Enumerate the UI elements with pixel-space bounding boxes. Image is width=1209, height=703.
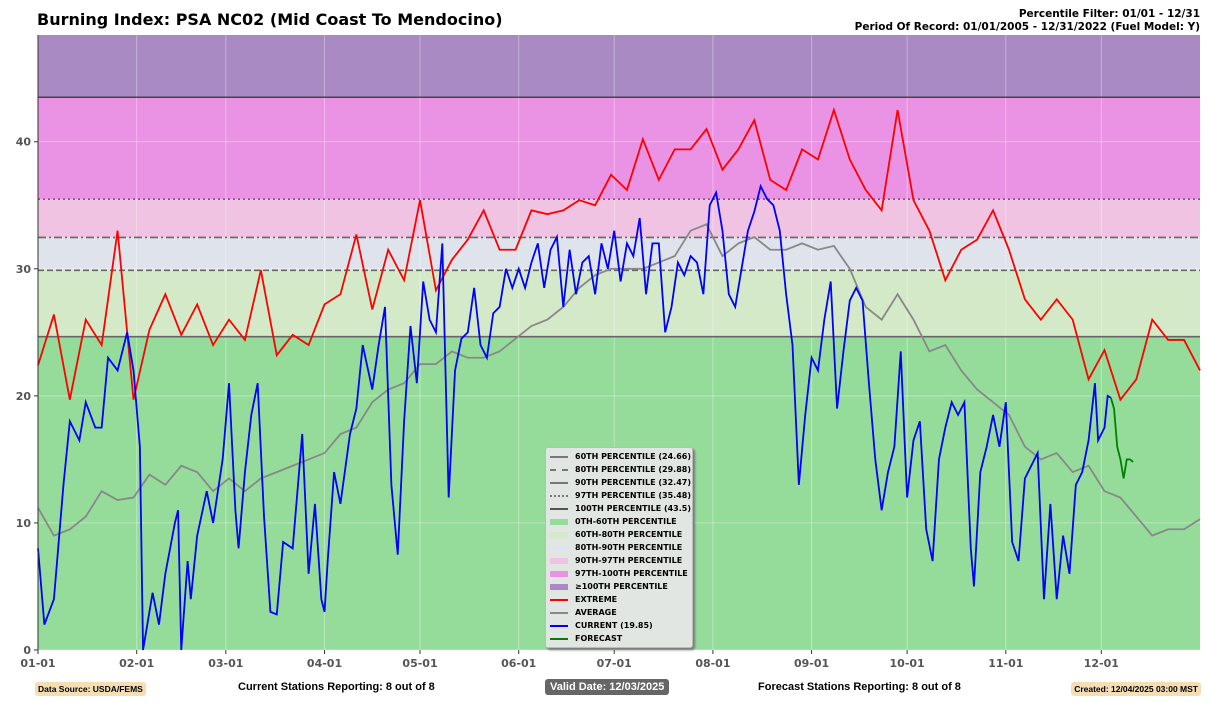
legend-label: FORECAST xyxy=(575,634,623,643)
legend-item: 90TH-97TH PERCENTILE xyxy=(546,554,692,567)
series-extreme xyxy=(37,107,1201,402)
band-3 xyxy=(38,199,1200,238)
legend-item: 100TH PERCENTILE (43.5) xyxy=(546,502,692,515)
legend-label: 0TH-60TH PERCENTILE xyxy=(575,517,677,526)
period-of-record: Period Of Record: 01/01/2005 - 12/31/202… xyxy=(854,21,1200,33)
legend-swatch xyxy=(550,624,568,627)
x-tick-label: 11-01 xyxy=(988,657,1023,670)
legend-label: 80TH-90TH PERCENTILE xyxy=(575,543,683,552)
legend-swatch xyxy=(550,570,568,577)
legend-item: EXTREME xyxy=(546,593,692,606)
valid-date-badge: Valid Date: 12/03/2025 xyxy=(545,679,670,695)
legend-item: 97TH PERCENTILE (35.48) xyxy=(546,489,692,502)
legend-swatch xyxy=(550,544,568,551)
y-tick-label: 30 xyxy=(16,263,32,276)
band-4 xyxy=(38,97,1200,200)
band-5 xyxy=(38,35,1200,98)
x-tick-label: 04-01 xyxy=(307,657,342,670)
legend-swatch xyxy=(550,494,568,497)
legend-swatch xyxy=(550,518,568,525)
x-tick-label: 12-01 xyxy=(1084,657,1119,670)
legend-item: 80TH-90TH PERCENTILE xyxy=(546,541,692,554)
legend-item: ≥100TH PERCENTILE xyxy=(546,580,692,593)
legend-label: 60TH PERCENTILE (24.66) xyxy=(575,452,691,461)
legend-label: 60TH-80TH PERCENTILE xyxy=(575,530,683,539)
forecast-stations: Forecast Stations Reporting: 8 out of 8 xyxy=(758,681,961,693)
legend-swatch xyxy=(550,557,568,564)
legend-swatch xyxy=(550,531,568,538)
legend-item: 60TH-80TH PERCENTILE xyxy=(546,528,692,541)
legend-item: 60TH PERCENTILE (24.66) xyxy=(546,450,692,463)
x-tick-label: 10-01 xyxy=(890,657,925,670)
legend-swatch xyxy=(550,598,568,601)
y-tick-label: 10 xyxy=(16,517,32,530)
y-tick-label: 40 xyxy=(16,136,32,149)
current-stations: Current Stations Reporting: 8 out of 8 xyxy=(238,681,435,693)
x-tick-label: 05-01 xyxy=(402,657,437,670)
chart-title: Burning Index: PSA NC02 (Mid Coast To Me… xyxy=(37,10,503,29)
legend-swatch xyxy=(550,637,568,640)
legend-label: 97TH-100TH PERCENTILE xyxy=(575,569,688,578)
legend-swatch xyxy=(550,468,568,471)
legend-item: AVERAGE xyxy=(546,606,692,619)
created-badge: Created: 12/04/2025 03:00 MST xyxy=(1071,682,1201,696)
legend-item: 90TH PERCENTILE (32.47) xyxy=(546,476,692,489)
series-forecast xyxy=(1109,397,1134,479)
legend-swatch xyxy=(550,611,568,614)
legend-label: AVERAGE xyxy=(575,608,617,617)
series-current xyxy=(37,183,1112,651)
y-tick-label: 0 xyxy=(23,644,31,657)
legend: 60TH PERCENTILE (24.66) 80TH PERCENTILE (… xyxy=(545,447,693,648)
y-tick-label: 20 xyxy=(16,390,32,403)
legend-label: 90TH-97TH PERCENTILE xyxy=(575,556,683,565)
data-source-badge: Data Source: USDA/FEMS xyxy=(35,682,146,696)
x-tick-label: 02-01 xyxy=(119,657,154,670)
legend-swatch xyxy=(550,583,568,590)
x-tick-label: 09-01 xyxy=(794,657,829,670)
legend-swatch xyxy=(550,455,568,458)
legend-item: 0TH-60TH PERCENTILE xyxy=(546,515,692,528)
legend-item: 80TH PERCENTILE (29.88) xyxy=(546,463,692,476)
percentile-filter: Percentile Filter: 01/01 - 12/31 xyxy=(1018,8,1200,20)
x-tick-label: 03-01 xyxy=(208,657,243,670)
legend-label: 97TH PERCENTILE (35.48) xyxy=(575,491,691,500)
x-tick-label: 07-01 xyxy=(597,657,632,670)
legend-item: 97TH-100TH PERCENTILE xyxy=(546,567,692,580)
x-tick-label: 06-01 xyxy=(501,657,536,670)
x-tick-label: 08-01 xyxy=(695,657,730,670)
legend-label: ≥100TH PERCENTILE xyxy=(575,582,668,591)
legend-label: CURRENT (19.85) xyxy=(575,621,653,630)
x-tick-label: 01-01 xyxy=(20,657,55,670)
legend-label: 80TH PERCENTILE (29.88) xyxy=(575,465,691,474)
legend-swatch xyxy=(550,507,568,510)
legend-label: 90TH PERCENTILE (32.47) xyxy=(575,478,691,487)
band-1 xyxy=(38,270,1200,337)
legend-label: 100TH PERCENTILE (43.5) xyxy=(575,504,691,513)
legend-label: EXTREME xyxy=(575,595,618,604)
legend-item: FORECAST xyxy=(546,632,692,645)
legend-swatch xyxy=(550,481,568,484)
legend-item: CURRENT (19.85) xyxy=(546,619,692,632)
